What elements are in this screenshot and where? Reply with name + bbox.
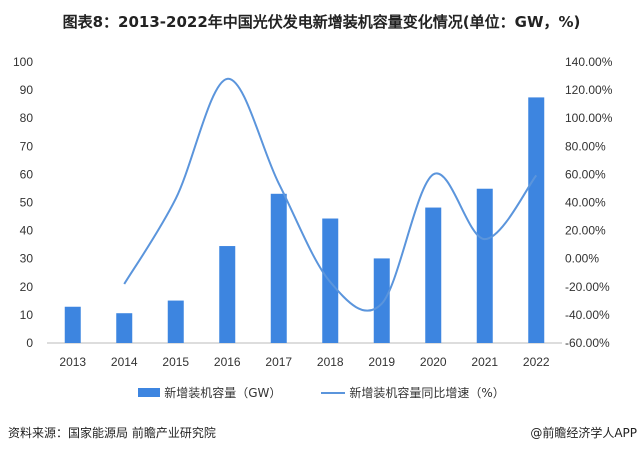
bar [219, 246, 236, 343]
y-left-tick-label: 80 [20, 111, 34, 125]
bar [373, 258, 390, 343]
bar [270, 193, 287, 343]
x-tick-label: 2013 [59, 355, 86, 369]
legend-item-line: 新增装机容量同比增速（%） [321, 384, 505, 401]
x-tick-label: 2016 [214, 355, 241, 369]
y-right-tick-label: 100.00% [565, 111, 613, 125]
x-tick-label: 2018 [317, 355, 344, 369]
bar [116, 313, 133, 343]
y-left-tick-label: 100 [13, 55, 33, 69]
bar [528, 97, 545, 343]
credit: @前瞻经济学人APP [530, 426, 637, 440]
x-tick-label: 2022 [523, 355, 550, 369]
bar [167, 300, 184, 343]
y-left-tick-label: 90 [20, 83, 34, 97]
bar [64, 306, 81, 343]
y-right-tick-label: 120.00% [565, 83, 613, 97]
bar [425, 207, 442, 343]
growth-line [123, 77, 538, 312]
legend-label: 新增装机容量（GW） [164, 386, 282, 400]
x-tick-label: 2021 [471, 355, 498, 369]
y-right-tick-label: 0.00% [565, 252, 599, 266]
legend: 新增装机容量（GW） 新增装机容量同比增速（%） [0, 384, 643, 401]
bar [476, 188, 493, 343]
y-left-tick-label: 50 [20, 196, 34, 210]
y-right-tick-label: -60.00% [565, 336, 610, 350]
y-left-tick-label: 70 [20, 139, 34, 153]
legend-item-bar: 新增装机容量（GW） [138, 384, 281, 401]
x-tick-label: 2017 [265, 355, 292, 369]
legend-swatch-bar [138, 388, 161, 397]
x-tick-label: 2020 [420, 355, 447, 369]
y-left-tick-label: 40 [20, 224, 34, 238]
y-right-tick-label: -40.00% [565, 308, 610, 322]
y-right-tick-label: 80.00% [565, 139, 606, 153]
y-left-tick-label: 60 [20, 167, 34, 181]
y-right-tick-label: 20.00% [565, 224, 606, 238]
y-right-tick-label: -20.00% [565, 280, 610, 294]
y-left-tick-label: 10 [20, 308, 34, 322]
chart-title: 图表8：2013-2022年中国光伏发电新增装机容量变化情况(单位：GW，%) [62, 13, 581, 31]
y-left-tick-label: 0 [26, 336, 33, 350]
x-tick-label: 2014 [111, 355, 138, 369]
source-note: 资料来源：国家能源局 前瞻产业研究院 [8, 426, 216, 440]
y-left-tick-label: 20 [20, 280, 34, 294]
x-tick-label: 2015 [162, 355, 189, 369]
x-tick-label: 2019 [368, 355, 395, 369]
legend-swatch-line [321, 391, 346, 394]
y-left-tick-label: 30 [20, 252, 34, 266]
y-right-tick-label: 60.00% [565, 167, 606, 181]
y-right-tick-label: 40.00% [565, 196, 606, 210]
y-right-tick-label: 140.00% [565, 55, 613, 69]
legend-label: 新增装机容量同比增速（%） [349, 386, 505, 400]
